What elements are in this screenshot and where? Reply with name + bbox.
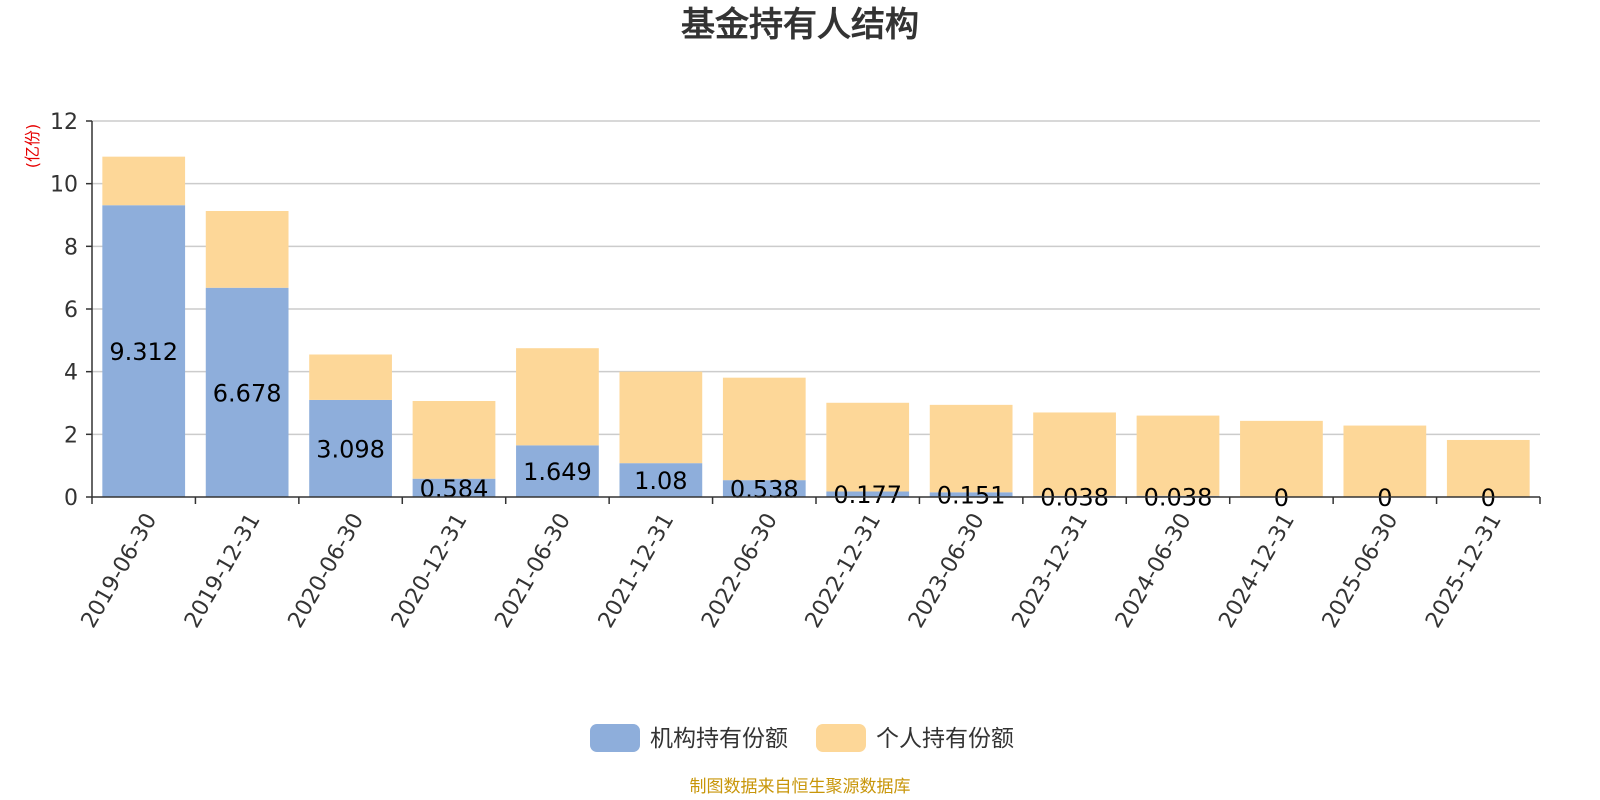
x-tick-label: 2025-12-31 [1421, 509, 1507, 632]
bar-segment-individual [1343, 425, 1427, 497]
bar-segment-institution [619, 463, 703, 497]
bar-segment-individual [1136, 415, 1220, 496]
x-tick-label: 2024-06-30 [1111, 509, 1197, 632]
x-tick-label: 2019-06-30 [77, 509, 163, 632]
bar-segment-individual [1033, 412, 1116, 496]
data-label: 0 [1274, 484, 1289, 512]
bar-segment-individual [1240, 420, 1323, 497]
bars [102, 156, 1530, 497]
data-label: 0.151 [937, 482, 1006, 510]
data-label: 1.649 [523, 458, 592, 486]
y-tick-label: 12 [50, 110, 78, 135]
bar-segment-institution [929, 492, 1013, 497]
x-tick-label: 2021-06-30 [490, 509, 576, 632]
legend-label: 机构持有份额 [650, 726, 788, 752]
data-label: 1.08 [634, 467, 687, 495]
y-tick-label: 10 [50, 173, 78, 198]
x-tick-label: 2021-12-31 [594, 509, 680, 632]
bar-segment-institution [516, 445, 599, 497]
data-label: 0 [1481, 484, 1496, 512]
y-tick-label: 0 [64, 486, 78, 511]
data-label: 6.678 [213, 379, 282, 407]
bar-segment-institution [309, 399, 392, 497]
y-tick-label: 6 [64, 298, 78, 323]
legend: 机构持有份额 个人持有份额 [590, 724, 1014, 752]
bar-segment-individual [826, 402, 910, 492]
y-tick-label: 2 [64, 423, 78, 448]
bar-segment-institution [205, 287, 289, 497]
x-tick-label: 2023-12-31 [1008, 509, 1094, 632]
bar-segment-individual [309, 354, 392, 400]
legend-swatch [816, 724, 866, 752]
bar-segment-individual [1446, 439, 1530, 497]
x-tick-label: 2023-06-30 [904, 509, 990, 632]
bar-segment-individual [929, 404, 1013, 493]
x-tick-label: 2020-12-31 [387, 509, 473, 632]
x-tick-label: 2022-06-30 [697, 509, 783, 632]
legend-label: 个人持有份额 [876, 726, 1014, 752]
data-label: 9.312 [109, 338, 178, 366]
y-axis-ticks: 0 2 4 6 8 10 12 [50, 110, 93, 511]
bar-segment-individual [412, 400, 496, 479]
data-label: 0.177 [833, 481, 902, 509]
x-tick-label: 2024-12-31 [1214, 509, 1300, 632]
data-label: 0.584 [420, 475, 489, 503]
data-label: 0.538 [730, 476, 799, 504]
bar-segment-institution [722, 480, 806, 497]
y-tick-label: 4 [64, 361, 78, 386]
bar-segment-institution [826, 491, 910, 497]
legend-swatch [590, 724, 640, 752]
bar-segment-individual [102, 156, 186, 206]
data-label: 3.098 [316, 435, 385, 463]
chart-title: 基金持有人结构 [681, 5, 919, 45]
bar-segment-institution [102, 205, 186, 497]
bar-segment-individual [619, 371, 703, 464]
data-label: 0 [1377, 484, 1392, 512]
x-tick-label: 2025-06-30 [1318, 509, 1404, 632]
x-tick-label: 2019-12-31 [180, 509, 266, 632]
y-axis-unit-label: (亿份) [23, 124, 42, 169]
x-tick-label: 2022-12-31 [801, 509, 887, 632]
source-note: 制图数据来自恒生聚源数据库 [690, 777, 911, 797]
y-tick-label: 8 [64, 235, 78, 260]
bar-segment-institution [412, 478, 496, 497]
bar-segment-individual [516, 348, 599, 446]
x-axis: 2019-06-30 2019-12-31 2020-06-30 2020-12-31… [77, 496, 1541, 632]
bar-segment-individual [205, 210, 289, 288]
x-tick-label: 2020-06-30 [284, 509, 370, 632]
bar-segment-individual [722, 377, 806, 481]
